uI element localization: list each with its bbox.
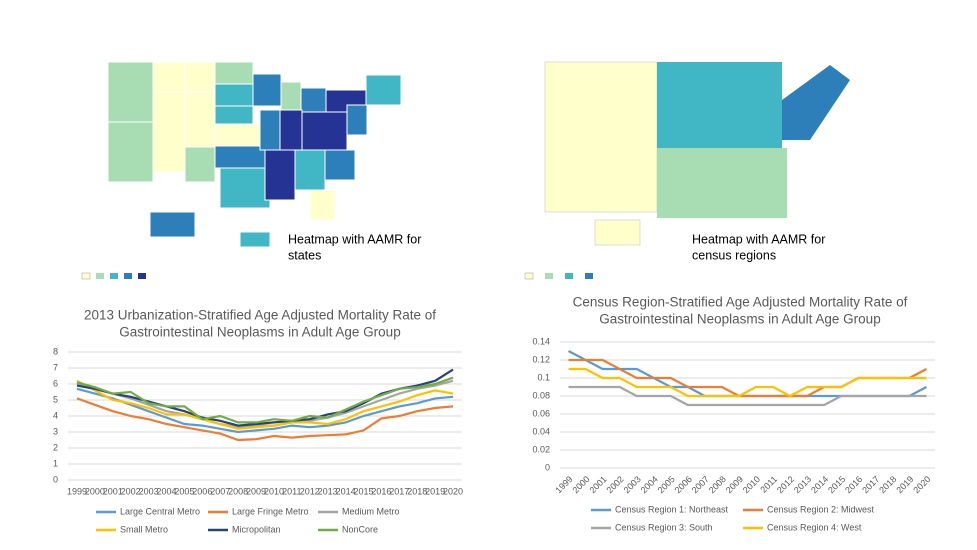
x-tick-label: 2001	[103, 486, 123, 496]
x-tick-label: 2009	[246, 486, 266, 496]
x-tick-label: 2002	[121, 486, 141, 496]
x-tick-label: 2000	[570, 474, 591, 495]
y-tick-label: 2	[53, 442, 58, 452]
series-line	[76, 376, 454, 424]
y-tick-label: 0	[53, 474, 58, 484]
x-tick-label: 2017	[860, 474, 881, 495]
map-caption: census regions	[692, 248, 776, 262]
y-tick-label: 1	[53, 458, 58, 468]
x-tick-label: 2011	[282, 486, 301, 496]
x-tick-label: 2011	[758, 474, 779, 495]
y-tick-label: 5	[53, 394, 58, 404]
y-tick-label: 0.06	[532, 408, 550, 418]
x-tick-label: 2015	[826, 474, 847, 495]
chart-title: Gastrointestinal Neoplasms in Adult Age …	[599, 312, 880, 327]
x-tick-label: 2020	[911, 474, 932, 495]
x-tick-label: 2008	[707, 474, 728, 495]
x-tick-label: 2015	[353, 486, 373, 496]
series-line	[76, 387, 454, 434]
series-line	[568, 367, 927, 398]
legend-label: Census Region 1: Northeast	[615, 504, 729, 514]
x-tick-label: 2019	[894, 474, 915, 495]
map-caption: Heatmap with AAMR for	[288, 232, 421, 246]
x-tick-label: 2013	[792, 474, 813, 495]
x-tick-label: 2020	[443, 486, 463, 496]
x-tick-label: 2003	[622, 474, 643, 495]
x-tick-label: 2010	[741, 474, 762, 495]
legend-label: Census Region 3: South	[615, 522, 713, 532]
series-line	[76, 379, 454, 430]
chart-title: Census Region-Stratified Age Adjusted Mo…	[573, 295, 908, 310]
y-tick-label: 0.14	[532, 336, 550, 346]
x-tick-label: 2019	[425, 486, 445, 496]
regions-map	[524, 61, 850, 280]
legend-label: Micropolitan	[232, 524, 281, 534]
x-tick-label: 2001	[587, 474, 608, 495]
y-tick-label: 0.1	[537, 372, 550, 382]
x-tick-label: 2012	[300, 486, 320, 496]
x-tick-label: 2000	[85, 486, 105, 496]
x-tick-label: 2016	[371, 486, 391, 496]
y-tick-label: 0	[545, 462, 550, 472]
legend-label: Census Region 2: Midwest	[767, 504, 875, 514]
x-tick-label: 2012	[775, 474, 796, 495]
map-caption: Heatmap with AAMR for	[692, 232, 825, 246]
x-tick-label: 2013	[318, 486, 338, 496]
x-tick-label: 1999	[67, 486, 87, 496]
y-tick-label: 6	[53, 378, 58, 388]
x-tick-label: 2014	[336, 486, 356, 496]
x-tick-label: 2003	[139, 486, 159, 496]
x-tick-label: 2002	[605, 474, 626, 495]
legend-label: Small Metro	[120, 524, 168, 534]
series-line	[76, 397, 454, 442]
x-tick-label: 1999	[553, 474, 574, 495]
legend-label: Large Central Metro	[120, 506, 200, 516]
legend-label: NonCore	[342, 524, 378, 534]
legend-label: Large Fringe Metro	[232, 506, 309, 516]
x-tick-label: 2018	[877, 474, 898, 495]
y-tick-label: 0.12	[532, 354, 550, 364]
x-tick-label: 2005	[174, 486, 194, 496]
x-tick-label: 2009	[724, 474, 745, 495]
legend-label: Medium Metro	[342, 506, 400, 516]
x-tick-label: 2004	[156, 486, 176, 496]
states-map	[81, 61, 402, 280]
x-tick-label: 2014	[809, 474, 830, 495]
x-tick-label: 2004	[639, 474, 660, 495]
y-tick-label: 8	[53, 346, 58, 356]
y-tick-label: 0.02	[532, 444, 550, 454]
y-tick-label: 0.08	[532, 390, 550, 400]
x-tick-label: 2007	[690, 474, 711, 495]
x-tick-label: 2006	[673, 474, 694, 495]
y-tick-label: 3	[53, 426, 58, 436]
series-line	[568, 385, 927, 407]
chart-title: Gastrointestinal Neoplasms in Adult Age …	[119, 325, 400, 340]
x-tick-label: 2010	[264, 486, 284, 496]
map-caption: states	[288, 248, 321, 262]
x-tick-label: 2006	[192, 486, 212, 496]
legend-label: Census Region 4: West	[767, 522, 862, 532]
x-tick-label: 2016	[843, 474, 864, 495]
y-tick-label: 4	[53, 410, 58, 420]
y-tick-label: 0.04	[532, 426, 550, 436]
x-tick-label: 2008	[228, 486, 248, 496]
x-tick-label: 2005	[656, 474, 677, 495]
x-tick-label: 2007	[210, 486, 230, 496]
x-tick-label: 2017	[389, 486, 409, 496]
y-tick-label: 7	[53, 362, 58, 372]
x-tick-label: 2018	[407, 486, 427, 496]
chart-title: 2013 Urbanization-Stratified Age Adjuste…	[84, 308, 436, 323]
